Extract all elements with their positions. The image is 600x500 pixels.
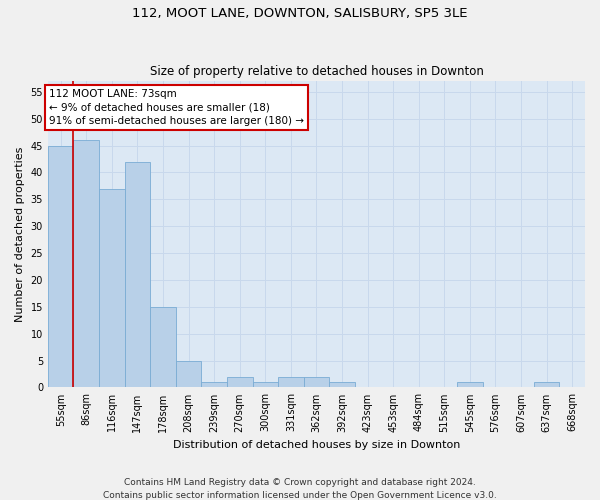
Bar (150, 307, 176, 388)
Text: 112, MOOT LANE, DOWNTON, SALISBURY, SP5 3LE: 112, MOOT LANE, DOWNTON, SALISBURY, SP5 … (132, 8, 468, 20)
Bar (227, 376, 253, 388)
Text: Contains HM Land Registry data © Crown copyright and database right 2024.
Contai: Contains HM Land Registry data © Crown c… (103, 478, 497, 500)
Bar (125, 162, 150, 388)
Bar (176, 360, 202, 388)
X-axis label: Distribution of detached houses by size in Downton: Distribution of detached houses by size … (173, 440, 460, 450)
Bar (99, 188, 125, 388)
Bar (48, 146, 73, 388)
Y-axis label: Number of detached properties: Number of detached properties (15, 146, 25, 322)
Bar (278, 376, 304, 388)
Bar (304, 376, 329, 388)
Text: 112 MOOT LANE: 73sqm
← 9% of detached houses are smaller (18)
91% of semi-detach: 112 MOOT LANE: 73sqm ← 9% of detached ho… (49, 89, 304, 126)
Bar (457, 382, 482, 388)
Bar (73, 140, 99, 388)
Bar (534, 382, 559, 388)
Title: Size of property relative to detached houses in Downton: Size of property relative to detached ho… (149, 66, 484, 78)
Bar (253, 382, 278, 388)
Bar (202, 382, 227, 388)
Bar (329, 382, 355, 388)
